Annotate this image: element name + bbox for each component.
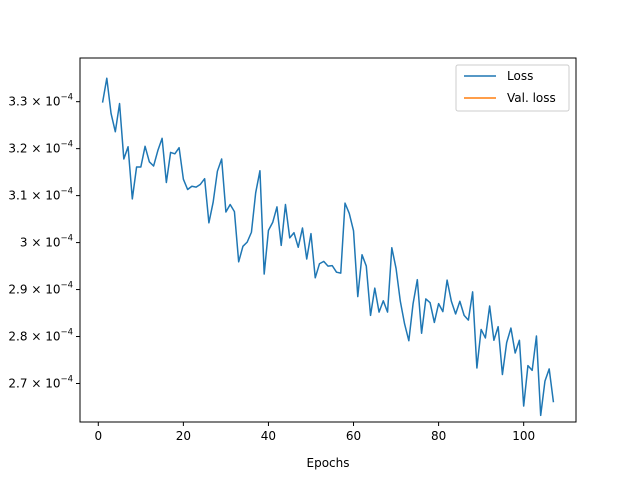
series-layer <box>101 77 555 417</box>
y-tick-label: 3.1 × 10−4 <box>8 187 73 203</box>
series-line-0 <box>101 77 555 417</box>
legend: Loss Val. loss <box>455 64 570 112</box>
x-tick-label: 20 <box>176 429 191 443</box>
x-tick-label: 100 <box>512 429 535 443</box>
x-axis-label: Epochs <box>307 456 350 470</box>
y-axis: 2.7 × 10−4 2.8 × 10−4 2.9 × 10−4 3 × 10−4 3.… <box>8 93 80 390</box>
y-tick-label: 2.7 × 10−4 <box>8 374 73 390</box>
legend-label-val-loss: Val. loss <box>507 91 556 105</box>
y-tick-label: 2.9 × 10−4 <box>8 281 73 297</box>
legend-label-loss: Loss <box>507 69 533 83</box>
y-tick-label: 3.3 × 10−4 <box>8 93 73 109</box>
x-axis: 0 20 40 60 80 100 <box>94 422 535 443</box>
x-tick-label: 40 <box>261 429 276 443</box>
x-tick-label: 80 <box>431 429 446 443</box>
y-tick-label: 3.2 × 10−4 <box>8 140 73 156</box>
x-tick-label: 0 <box>94 429 102 443</box>
y-tick-label: 2.8 × 10−4 <box>8 328 73 344</box>
x-tick-label: 60 <box>346 429 361 443</box>
plot-frame <box>79 57 577 423</box>
plot-background <box>80 58 576 422</box>
y-tick-label: 3 × 10−4 <box>20 234 73 250</box>
